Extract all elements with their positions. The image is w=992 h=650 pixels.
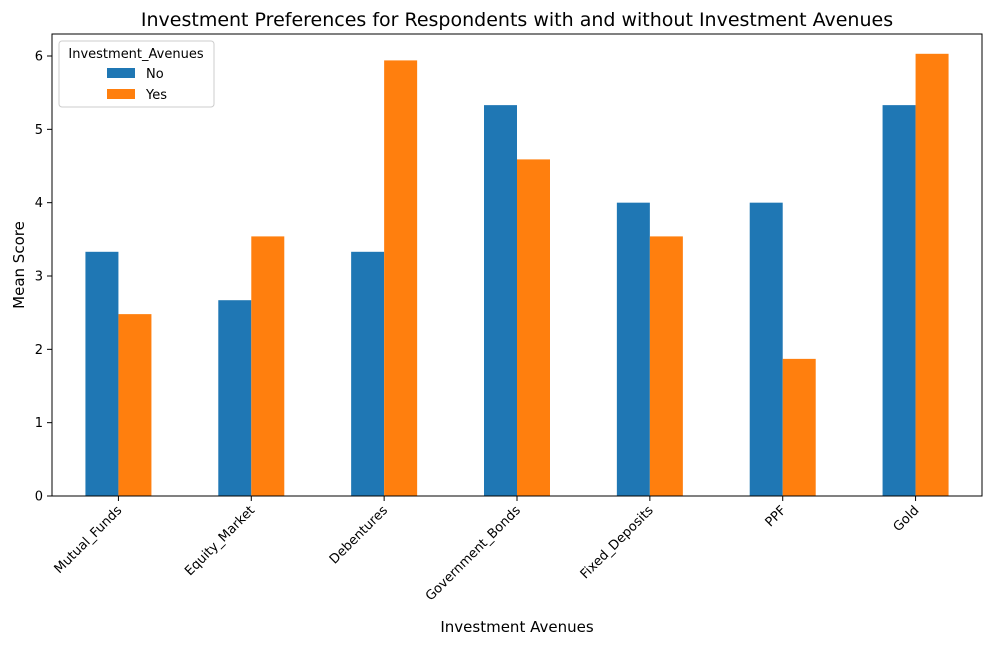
bars-layer: [85, 53, 949, 497]
x-tick-label-government_bonds: Government_Bonds: [423, 503, 524, 604]
legend: Investment_Avenues No Yes: [58, 40, 215, 108]
bar-yes-government_bonds: [517, 159, 550, 496]
bar-no-mutual_funds: [85, 251, 119, 496]
x-tick-label-fixed_deposits: Fixed_Deposits: [578, 503, 657, 582]
legend-box: [58, 40, 215, 108]
x-tick-label-mutual_funds: Mutual_Funds: [52, 503, 126, 577]
y-tick-label: 4: [35, 196, 43, 211]
bar-no-fixed_deposits: [616, 202, 650, 497]
y-tick-label: 3: [35, 270, 43, 285]
legend-label-no: No: [146, 67, 164, 82]
y-axis-title: Mean Score: [10, 221, 28, 309]
bar-no-equity_market: [218, 300, 252, 496]
legend-swatch-yes: [107, 89, 135, 99]
bar-no-ppf: [749, 202, 783, 497]
x-tick-label-ppf: PPF: [763, 503, 790, 530]
y-tick-label: 0: [35, 490, 43, 505]
y-tick-label: 2: [35, 343, 43, 358]
bar-yes-gold: [915, 53, 949, 497]
y-tick-label: 1: [35, 416, 43, 431]
y-axis: 0 1 2 3 4 5 6: [35, 50, 52, 505]
legend-title: Investment_Avenues: [68, 47, 203, 62]
bar-yes-equity_market: [251, 236, 285, 496]
x-axis: Mutual_Funds Equity_Market Debentures Gover…: [52, 496, 923, 604]
x-axis-title: Investment Avenues: [440, 618, 593, 636]
plot-frame: [51, 33, 983, 497]
y-tick-label: 5: [35, 123, 43, 138]
legend-swatch-no: [107, 68, 135, 78]
bar-no-debentures: [351, 251, 385, 496]
bar-yes-ppf: [782, 358, 816, 496]
bar-yes-mutual_funds: [118, 314, 152, 496]
legend-label-yes: Yes: [145, 88, 167, 103]
bar-no-government_bonds: [484, 105, 517, 496]
bar-yes-fixed_deposits: [649, 236, 683, 496]
y-tick-label: 6: [35, 50, 43, 65]
bar-yes-debentures: [384, 60, 418, 497]
x-tick-label-gold: Gold: [891, 503, 923, 535]
x-tick-label-equity_market: Equity_Market: [182, 503, 258, 579]
chart-title: Investment Preferences for Respondents w…: [141, 9, 893, 31]
bar-no-gold: [882, 105, 916, 496]
x-tick-label-debentures: Debentures: [327, 503, 391, 567]
